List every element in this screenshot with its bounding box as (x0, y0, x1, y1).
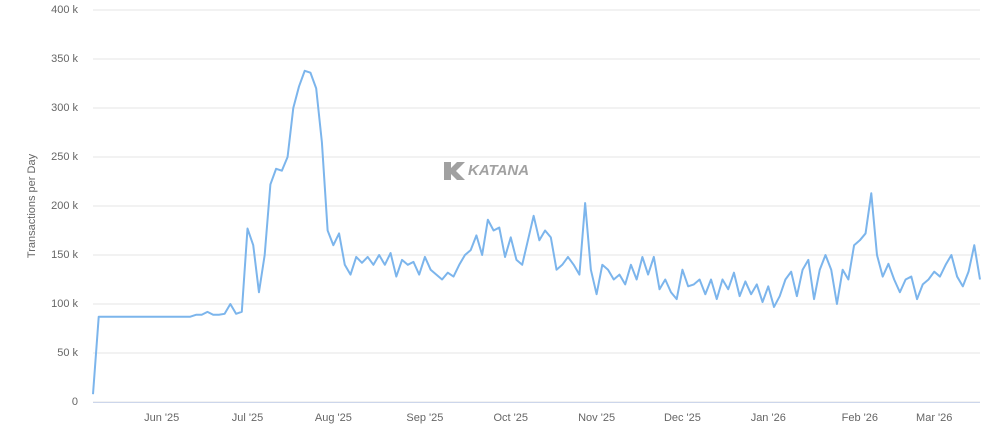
x-tick-label: Sep '25 (406, 412, 443, 424)
watermark-text: KATANA (468, 162, 529, 179)
data-line (92, 69, 981, 395)
x-tick-label: Dec '25 (664, 412, 701, 424)
x-tick-label: Jun '25 (144, 412, 179, 424)
watermark-icon (444, 162, 465, 180)
y-tick-label: 50 k (57, 347, 78, 359)
x-tick-label: Jan '26 (751, 412, 786, 424)
x-tick-label: Jul '25 (232, 412, 263, 424)
x-tick-label: Aug '25 (315, 412, 352, 424)
y-tick-label: 100 k (51, 298, 78, 310)
y-tick-label: 400 k (51, 4, 78, 16)
x-tick-label: Oct '25 (493, 412, 528, 424)
y-tick-label: 250 k (51, 151, 78, 163)
y-tick-label: 300 k (51, 102, 78, 114)
x-tick-label: Feb '26 (842, 412, 878, 424)
x-tick-label: Nov '25 (578, 412, 615, 424)
y-axis-title: Transactions per Day (26, 153, 38, 258)
y-tick-label: 150 k (51, 249, 78, 261)
y-tick-label: 0 (72, 396, 78, 408)
y-tick-label: 350 k (51, 53, 78, 65)
y-tick-label: 200 k (51, 200, 78, 212)
x-tick-label: Mar '26 (916, 412, 952, 424)
watermark: KATANA (444, 162, 529, 180)
